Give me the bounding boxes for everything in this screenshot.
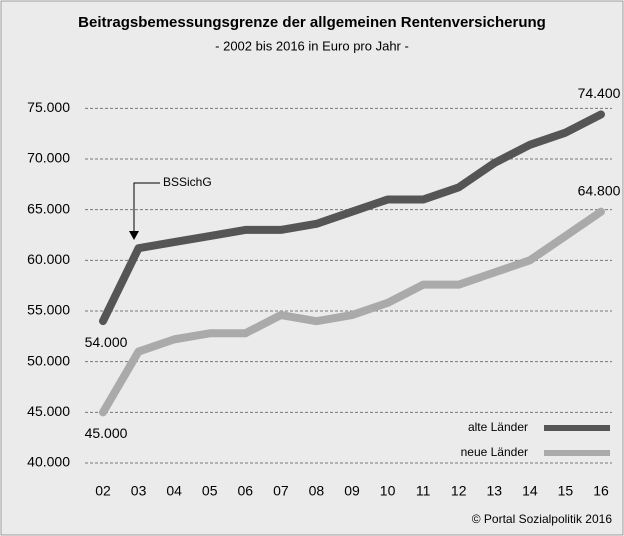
x-tick-label: 03 bbox=[131, 483, 147, 499]
y-tick-label: 40.000 bbox=[27, 454, 70, 470]
y-tick-label: 75.000 bbox=[27, 99, 70, 115]
y-tick-label: 50.000 bbox=[27, 352, 70, 368]
x-tick-label: 13 bbox=[486, 483, 502, 499]
x-tick-label: 08 bbox=[309, 483, 325, 499]
x-tick-label: 14 bbox=[522, 483, 538, 499]
x-tick-label: 05 bbox=[202, 483, 218, 499]
annotation-arrow bbox=[133, 182, 160, 232]
y-tick-label: 60.000 bbox=[27, 251, 70, 267]
series-line bbox=[99, 110, 605, 326]
y-tick-label: 45.000 bbox=[27, 403, 70, 419]
y-tick-label: 65.000 bbox=[27, 200, 70, 216]
arrow-head bbox=[129, 231, 139, 240]
y-tick-label: 70.000 bbox=[27, 150, 70, 166]
x-tick-label: 04 bbox=[166, 483, 182, 499]
data-label: 64.800 bbox=[578, 182, 621, 198]
source: © Portal Sozialpolitik 2016 bbox=[472, 512, 613, 526]
x-tick-label: 15 bbox=[558, 483, 574, 499]
data-label: 54.000 bbox=[85, 334, 128, 350]
annotation: BSSichG bbox=[163, 175, 212, 189]
x-tick-label: 02 bbox=[95, 483, 111, 499]
data-label: 45.000 bbox=[85, 425, 128, 441]
x-tick-label: 06 bbox=[237, 483, 253, 499]
x-tick-label: 16 bbox=[593, 483, 609, 499]
chart-subtitle: - 2002 bis 2016 in Euro pro Jahr - bbox=[215, 38, 409, 53]
x-tick-label: 07 bbox=[273, 483, 289, 499]
chart-title: Beitragsbemessungsgrenze der allgemeinen… bbox=[78, 14, 546, 31]
legend-label: neue Länder bbox=[461, 445, 528, 459]
data-label: 74.400 bbox=[578, 85, 621, 101]
legend-label: alte Länder bbox=[468, 420, 528, 434]
x-tick-label: 12 bbox=[451, 483, 467, 499]
x-tick-label: 11 bbox=[416, 483, 431, 499]
x-tick-label: 09 bbox=[344, 483, 360, 499]
series-line bbox=[99, 207, 605, 417]
x-tick-label: 10 bbox=[380, 483, 396, 499]
y-tick-label: 55.000 bbox=[27, 302, 70, 318]
